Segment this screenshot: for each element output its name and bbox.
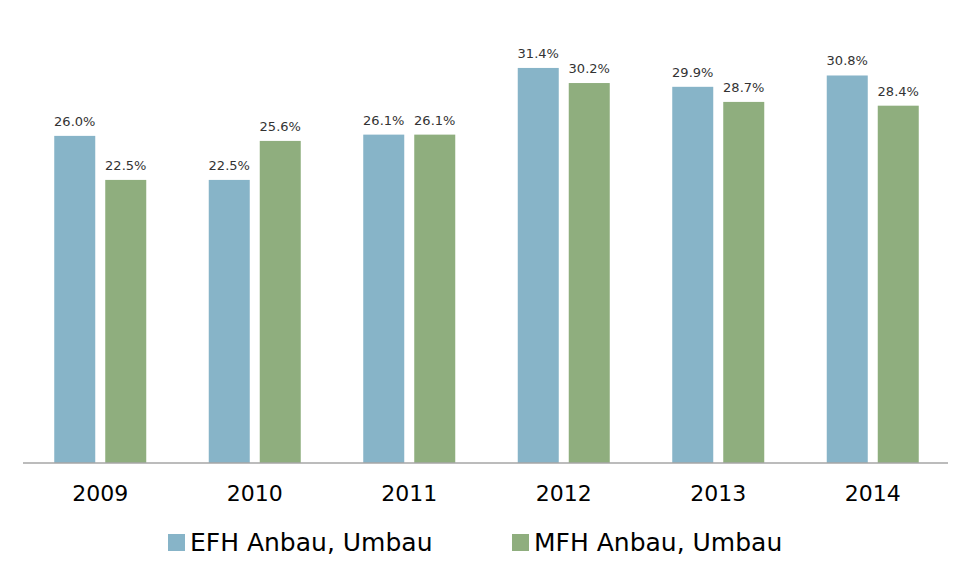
x-tick-label: 2013 — [690, 481, 746, 506]
bar — [209, 180, 250, 463]
bar — [878, 106, 919, 463]
legend-swatch — [168, 534, 185, 551]
chart: 26.0% 22.5% 26.1% 31.4% 29.9% 30.8% 22.5% 25.6%… — [0, 0, 971, 578]
x-tick-label: 2009 — [72, 481, 128, 506]
legend-label: MFH Anbau, Umbau — [534, 528, 782, 557]
bar — [260, 141, 301, 463]
bar — [105, 180, 146, 463]
bar — [518, 68, 559, 463]
data-label: 31.4% — [518, 46, 559, 61]
data-label: 30.2% — [569, 61, 610, 76]
bar — [363, 135, 404, 463]
data-label: 30.8% — [827, 53, 868, 68]
bar — [672, 87, 713, 463]
bar — [827, 75, 868, 463]
x-tick-label: 2011 — [381, 481, 437, 506]
data-label: 22.5% — [209, 158, 250, 173]
x-tick-label: 2014 — [845, 481, 901, 506]
bar — [54, 136, 95, 463]
data-label: 26.0% — [54, 114, 95, 129]
data-label: 28.7% — [723, 80, 764, 95]
data-label: 26.1% — [363, 113, 404, 128]
data-label: 26.1% — [414, 113, 455, 128]
data-label: 25.6% — [260, 119, 301, 134]
x-axis-line — [23, 462, 948, 464]
data-label: 28.4% — [878, 84, 919, 99]
legend: EFH Anbau, Umbau MFH Anbau, Umbau — [168, 528, 782, 557]
bars — [54, 68, 919, 463]
legend-label: EFH Anbau, Umbau — [190, 528, 432, 557]
x-tick-label: 2012 — [536, 481, 592, 506]
data-labels: 26.0% 22.5% 26.1% 31.4% 29.9% 30.8% 22.5% 25.6%… — [54, 46, 919, 173]
legend-swatch — [512, 534, 529, 551]
data-label: 29.9% — [672, 65, 713, 80]
x-tick-label: 2010 — [227, 481, 283, 506]
data-label: 22.5% — [105, 158, 146, 173]
bar — [569, 83, 610, 463]
bar — [414, 135, 455, 463]
bar — [723, 102, 764, 463]
